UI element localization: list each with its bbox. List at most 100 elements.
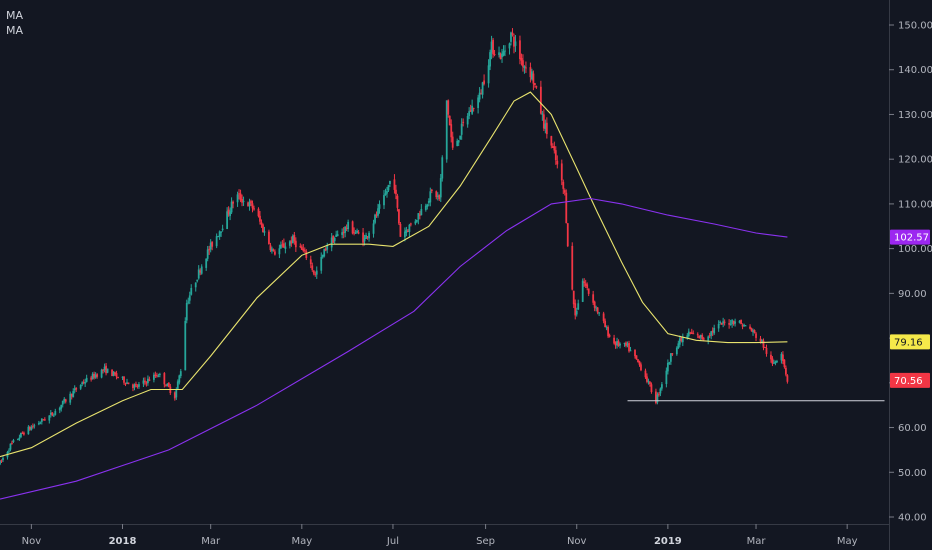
x-tick-label: Sep (476, 536, 495, 547)
candle-body (218, 231, 221, 237)
candle-body (429, 191, 432, 203)
candle-body (492, 39, 494, 55)
candle-body (154, 374, 157, 377)
candle-body (330, 237, 333, 248)
candle-body (584, 283, 587, 286)
time-axis[interactable]: Nov 2018 Mar May Jul Sep Nov 2019 Mar May (22, 524, 858, 547)
candle-body (457, 140, 460, 143)
candle-body (173, 392, 176, 399)
y-tick-label: 130.00 (898, 110, 932, 121)
candle-body (525, 67, 527, 69)
candle-body (238, 193, 240, 195)
candle-body (268, 231, 270, 245)
candle-body (629, 350, 632, 352)
candle-body (64, 399, 67, 402)
candle-body (626, 343, 629, 346)
candle-body (592, 294, 595, 303)
x-tick-label: Nov (22, 536, 42, 547)
candle-body (365, 235, 367, 239)
candle-body (121, 376, 124, 378)
candle-body (665, 370, 668, 384)
candle-body (637, 359, 639, 363)
candle-body (450, 124, 453, 138)
candle-body (701, 335, 704, 340)
candle-body (408, 224, 411, 232)
price-badge-text: 70.56 (894, 376, 923, 387)
candle-body (336, 234, 339, 236)
candle-body (577, 303, 580, 310)
candle-body (17, 438, 19, 440)
candle-body (493, 54, 496, 56)
candle-body (753, 330, 756, 333)
candle-body (483, 80, 485, 84)
candle-body (383, 195, 385, 206)
candle-body (115, 373, 118, 377)
candle-body (366, 236, 369, 238)
candle-body (48, 415, 51, 421)
candle-body (671, 353, 674, 355)
candle-body (341, 232, 344, 235)
candle-body (239, 193, 242, 201)
candle-body (294, 240, 297, 248)
price-badge-bg (890, 372, 930, 388)
candle-body (236, 194, 239, 203)
candle-body (786, 375, 789, 382)
candle-body (572, 290, 575, 305)
candle-body (545, 122, 548, 135)
candle-body (689, 332, 692, 334)
candle-body (743, 324, 745, 326)
candle-body (39, 422, 42, 424)
candle-body (127, 382, 130, 385)
candle-body (532, 73, 535, 84)
y-tick-label: 110.00 (898, 199, 932, 210)
candle-body (604, 320, 607, 328)
candle-body (596, 307, 599, 313)
candle-body (52, 415, 55, 417)
candle-body (587, 288, 590, 294)
candle-body (658, 393, 660, 395)
candle-body (581, 280, 584, 302)
candle-body (468, 111, 471, 116)
candle-body (616, 340, 618, 346)
candle-body (607, 327, 610, 337)
candle-body (783, 359, 786, 367)
candle-body (501, 53, 503, 58)
candle-body (259, 215, 261, 222)
candle-body (321, 254, 324, 258)
x-tick-label: Jul (386, 536, 399, 547)
candle-body (424, 205, 427, 210)
candle-body (511, 32, 514, 35)
candle-body (215, 236, 218, 247)
legend-ma-2-label[interactable]: MA (6, 24, 23, 37)
candle-body (717, 323, 720, 329)
candle-body (744, 325, 747, 327)
candle-body (702, 338, 705, 340)
candle-body (178, 375, 181, 383)
y-tick-label: 150.00 (898, 21, 932, 32)
candle-body (522, 60, 524, 67)
candle-body (441, 157, 444, 179)
price-badge-text: 102.57 (894, 233, 929, 244)
candle-body (513, 36, 515, 47)
candle-body (102, 369, 104, 371)
candle-body (163, 373, 166, 385)
candle-body (21, 432, 24, 434)
legend-ma-1-label[interactable]: MA (6, 9, 23, 22)
candle-body (253, 208, 255, 210)
candle-body (205, 258, 208, 268)
candle-body (217, 236, 220, 238)
candle-body (773, 362, 775, 364)
candle-body (356, 230, 358, 233)
candle-body (556, 160, 559, 165)
candle-body (409, 223, 412, 225)
candle-body (70, 393, 73, 397)
candle-body (206, 249, 209, 259)
candle-body (750, 328, 753, 332)
candle-body (481, 82, 484, 95)
candle-body (602, 313, 605, 321)
candle-body (42, 419, 45, 421)
y-tick-label: 60.00 (898, 423, 927, 434)
